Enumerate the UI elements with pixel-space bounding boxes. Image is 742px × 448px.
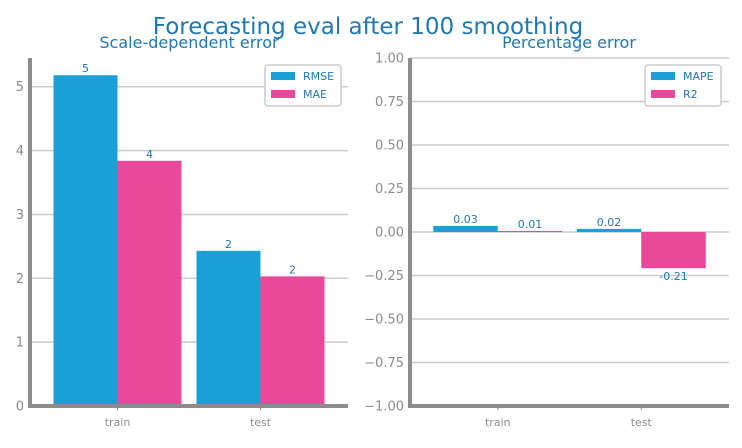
y-tick-label: 0.25 — [375, 182, 404, 197]
y-tick-label: 0.75 — [375, 95, 404, 110]
bar-mae-test — [260, 276, 325, 406]
data-label: 5 — [82, 62, 89, 75]
y-tick-label: 0 — [16, 400, 24, 415]
x-tick-label: test — [250, 416, 272, 429]
legend-swatch-mae — [271, 90, 295, 98]
legend-label-rmse: RMSE — [303, 70, 334, 83]
bar-r2-train — [497, 230, 563, 232]
y-tick-label: −0.75 — [364, 356, 404, 371]
y-tick-label: 1.00 — [375, 52, 404, 67]
legend-swatch-rmse — [271, 72, 295, 80]
data-label: -0.21 — [659, 270, 687, 283]
bar-mape-test — [576, 228, 642, 232]
y-tick-label: −0.25 — [364, 269, 404, 284]
x-tick-label: train — [485, 416, 511, 429]
y-tick-label: 0.00 — [375, 226, 404, 241]
data-label: 4 — [146, 148, 153, 161]
data-label: 2 — [225, 238, 232, 251]
data-label: 0.01 — [518, 218, 543, 231]
legend-label-mae: MAE — [303, 88, 327, 101]
y-tick-label: 3 — [16, 208, 24, 223]
data-label: 0.03 — [453, 213, 478, 226]
y-tick-label: 4 — [16, 144, 24, 159]
legend-label-r2: R2 — [683, 88, 698, 101]
bar-r2-test — [641, 232, 706, 269]
y-tick-label: −0.50 — [364, 313, 404, 328]
bar-mape-train — [433, 225, 498, 232]
legend-swatch-mape — [651, 72, 675, 80]
panel-percentage-error: Percentage error −1.00 −0.75 −0.50 −0.25 0.0… — [364, 33, 729, 429]
panel-title-scale-dependent: Scale-dependent error — [99, 33, 279, 52]
y-tick-label: 1 — [16, 336, 24, 351]
bar-mae-train — [117, 160, 182, 406]
bar-rmse-train — [53, 75, 118, 407]
legend-swatch-r2 — [651, 90, 675, 98]
x-tick-label: train — [105, 416, 131, 429]
legend-label-mape: MAPE — [683, 70, 714, 83]
data-label: 2 — [289, 263, 296, 276]
legend: MAPE R2 — [644, 64, 722, 107]
panel-scale-dependent-error: Scale-dependent error 0 1 2 3 4 5 5 4 train 2 2 tes… — [16, 33, 348, 429]
bar-rmse-test — [196, 250, 261, 406]
panel-title-percentage: Percentage error — [502, 33, 636, 52]
y-tick-label: −1.00 — [364, 400, 404, 415]
y-tick-label: 2 — [16, 272, 24, 287]
x-tick-label: test — [631, 416, 653, 429]
legend: RMSE MAE — [264, 64, 342, 107]
figure-title: Forecasting eval after 100 smoothing — [153, 14, 583, 40]
y-tick-label: 5 — [16, 80, 24, 95]
y-tick-label: 0.50 — [375, 139, 404, 154]
data-label: 0.02 — [597, 216, 622, 229]
